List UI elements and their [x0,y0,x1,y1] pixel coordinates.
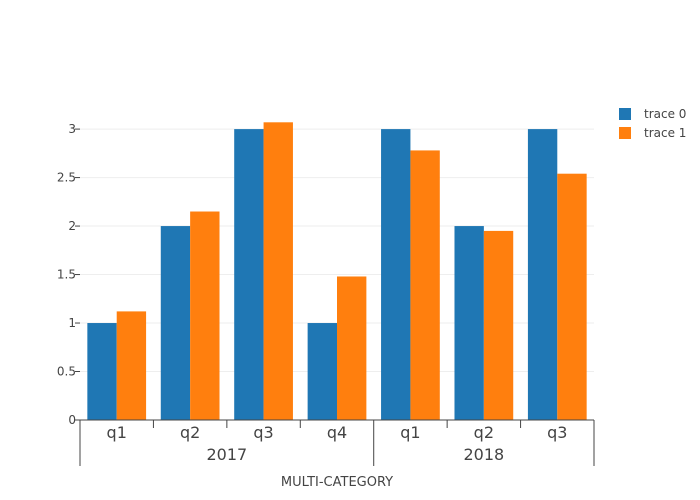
legend-swatch [619,108,631,120]
y-tick-label: 2 [68,219,76,233]
bar-trace-1-2017-q3[interactable] [263,122,293,420]
legend-item-trace-0[interactable]: trace 0 [619,107,686,121]
bar-trace-0-2018-q1[interactable] [381,129,411,420]
bar-trace-0-2018-q2[interactable] [454,226,484,420]
x-axis-title: MULTI-CATEGORY [281,475,393,490]
x-tick-label: q3 [547,423,567,442]
x-tick-label: q2 [474,423,494,442]
y-axis-ticks: 0 0.5 1 1.5 2 2.5 3 [57,122,80,427]
bar-trace-1-2017-q2[interactable] [190,211,220,420]
legend[interactable]: trace 0 trace 1 [619,107,686,140]
x-axis-ticks: q1 q2 q3 q4 q1 q2 q3 [107,420,567,442]
bar-trace-0-2017-q1[interactable] [87,323,117,420]
y-tick-label: 1 [68,316,76,330]
bar-trace-0-2017-q3[interactable] [234,129,264,420]
legend-label: trace 1 [644,126,686,140]
bar-trace-1-2017-q4[interactable] [337,276,367,420]
x-tick-label: q2 [180,423,200,442]
legend-item-trace-1[interactable]: trace 1 [619,126,686,140]
y-tick-label: 3 [68,122,76,136]
y-tick-label: 0.5 [57,365,76,379]
bar-trace-1-2018-q1[interactable] [410,150,440,420]
bar-trace-0-2018-q3[interactable] [527,129,558,420]
x-group-label: 2017 [206,445,247,464]
x-group-label: 2018 [463,445,504,464]
legend-label: trace 0 [644,107,686,121]
bars [87,122,587,420]
y-tick-label: 2.5 [57,171,76,185]
legend-swatch [619,127,631,139]
x-axis-group-ticks: 2017 2018 [79,420,595,466]
y-tick-label: 0 [68,413,76,427]
x-tick-label: q4 [327,423,347,442]
x-tick-label: q3 [253,423,273,442]
bar-trace-1-2018-q3[interactable] [557,173,587,420]
bar-trace-1-2018-q2[interactable] [483,230,514,420]
y-tick-label: 1.5 [57,268,76,282]
bar-trace-0-2017-q2[interactable] [160,226,191,420]
x-tick-label: q1 [400,423,420,442]
bar-trace-1-2017-q1[interactable] [116,311,147,420]
bar-trace-0-2017-q4[interactable] [307,323,337,420]
axes: 0 0.5 1 1.5 2 2.5 3 q1 q2 q3 q4 q1 q2 q3 2017 2018 [57,122,595,466]
x-tick-label: q1 [107,423,127,442]
